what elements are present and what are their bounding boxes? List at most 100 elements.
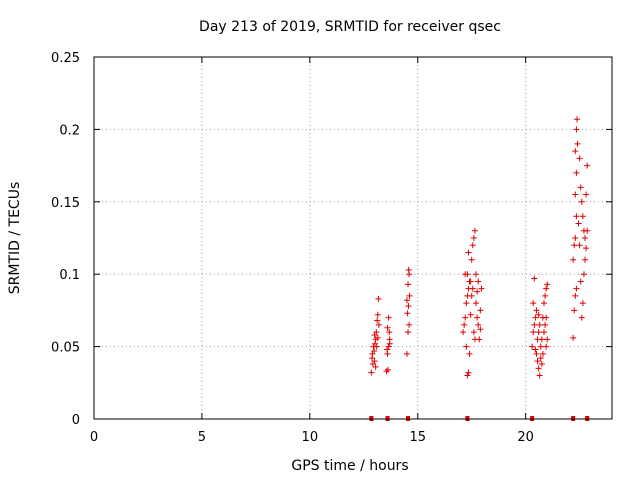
data-point: [369, 360, 376, 367]
y-tick-label: 0.2: [59, 123, 80, 138]
chart-title: Day 213 of 2019, SRMTID for receiver qse…: [199, 19, 501, 35]
data-point: [403, 350, 410, 357]
data-point: [368, 355, 375, 362]
data-point: [582, 235, 589, 241]
data-point: [473, 300, 480, 307]
data-point: [474, 288, 481, 295]
data-point: [535, 311, 542, 318]
data-point: [468, 256, 475, 263]
data-point: [386, 329, 393, 336]
data-point: [371, 347, 378, 354]
data-point: [462, 314, 469, 321]
data-point: [535, 365, 542, 372]
y-tick-label: 0.05: [51, 341, 80, 356]
data-point: [534, 358, 541, 365]
data-point: [576, 155, 583, 162]
data-point: [580, 271, 587, 278]
data-point: [572, 235, 579, 241]
data-point: [468, 292, 475, 299]
data-point: [536, 372, 543, 379]
data-point: [530, 329, 537, 336]
data-point: [385, 314, 392, 321]
data-point: [544, 336, 551, 343]
data-point: [579, 213, 586, 220]
data-point: [532, 314, 539, 321]
data-point: [477, 326, 484, 333]
data-point: [574, 140, 581, 147]
data-point: [470, 329, 477, 336]
data-point: [542, 292, 549, 299]
data-point: [531, 275, 538, 282]
data-point: [406, 292, 413, 299]
data-point: [583, 245, 590, 252]
data-point: [474, 314, 481, 321]
x-tick-label: 20: [517, 430, 534, 445]
data-point: [374, 334, 381, 341]
data-point: [384, 366, 391, 373]
data-point: [584, 227, 591, 234]
data-point: [403, 297, 410, 304]
data-point: [575, 220, 582, 227]
data-point: [470, 235, 477, 241]
x-tick-label: 0: [90, 430, 98, 445]
data-point: [467, 278, 474, 285]
axis-ticks: [93, 56, 612, 420]
data-point: [404, 310, 411, 317]
data-point: [372, 363, 379, 370]
data-point: [584, 162, 591, 169]
data-point: [574, 116, 581, 123]
plot-frame: [93, 56, 613, 420]
data-point: [466, 350, 473, 357]
y-axis-label: SRMTID / TECUs: [7, 182, 23, 295]
data-point: [375, 321, 382, 328]
data-point: [571, 242, 578, 249]
data-point: [473, 271, 480, 278]
data-point: [582, 256, 589, 263]
data-point: [383, 368, 390, 375]
data-point: [368, 369, 375, 376]
data-point: [572, 148, 579, 155]
y-tick-label: 0.15: [51, 196, 80, 211]
data-point: [577, 184, 584, 191]
data-points: [368, 116, 591, 421]
data-point: [577, 278, 584, 285]
data-point: [460, 329, 467, 336]
data-point: [465, 249, 472, 256]
data-point: [576, 242, 583, 249]
data-point: [469, 242, 476, 249]
data-point: [461, 321, 468, 328]
data-point: [385, 343, 392, 350]
data-point: [375, 295, 382, 302]
data-point: [386, 340, 393, 347]
data-point: [570, 256, 577, 263]
data-point: [477, 307, 484, 314]
data-point: [531, 321, 538, 328]
data-point: [475, 278, 482, 285]
data-point: [537, 355, 544, 362]
grid: [94, 57, 612, 419]
data-point: [572, 191, 579, 198]
data-point: [541, 300, 548, 307]
data-point: [371, 332, 378, 339]
data-point: [405, 266, 412, 273]
data-point: [579, 300, 586, 307]
data-point: [475, 321, 482, 328]
data-point: [463, 343, 470, 350]
data-point: [373, 343, 380, 350]
data-point: [532, 346, 539, 353]
data-point: [533, 350, 540, 357]
data-point: [464, 372, 471, 379]
x-tick-label: 15: [409, 430, 426, 445]
data-point: [572, 292, 579, 299]
data-point: [578, 314, 585, 321]
data-point: [544, 281, 551, 288]
data-point: [471, 336, 478, 343]
data-point: [537, 343, 544, 350]
data-point: [533, 307, 540, 314]
x-tick-label: 5: [198, 430, 206, 445]
data-point: [467, 311, 474, 318]
data-point: [384, 346, 391, 353]
data-point: [539, 350, 546, 357]
x-tick-label: 10: [302, 430, 319, 445]
